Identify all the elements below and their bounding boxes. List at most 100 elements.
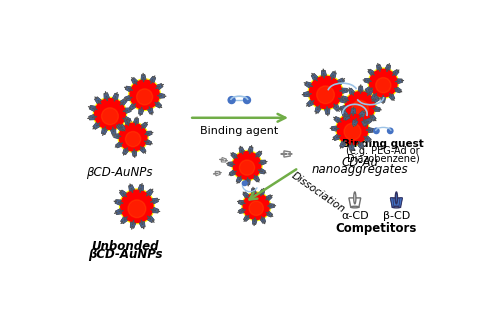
Polygon shape (372, 94, 374, 98)
Polygon shape (144, 124, 148, 129)
Polygon shape (89, 114, 95, 120)
Text: βCD-AuNPs: βCD-AuNPs (86, 166, 152, 179)
Ellipse shape (150, 200, 156, 202)
Ellipse shape (340, 146, 342, 148)
Polygon shape (358, 86, 363, 91)
Polygon shape (112, 93, 116, 98)
Polygon shape (258, 153, 262, 157)
Ellipse shape (237, 181, 238, 183)
Polygon shape (116, 209, 121, 215)
Ellipse shape (338, 108, 342, 109)
Polygon shape (340, 101, 345, 103)
Polygon shape (255, 220, 257, 224)
Ellipse shape (128, 88, 132, 90)
Polygon shape (132, 185, 134, 190)
Polygon shape (160, 93, 164, 95)
Ellipse shape (140, 113, 141, 116)
Polygon shape (230, 170, 234, 174)
Polygon shape (252, 219, 257, 224)
Ellipse shape (143, 226, 144, 229)
Polygon shape (156, 84, 163, 90)
Polygon shape (115, 202, 120, 205)
Polygon shape (389, 96, 392, 100)
Ellipse shape (334, 71, 336, 74)
Ellipse shape (120, 127, 124, 130)
Ellipse shape (106, 96, 108, 101)
Ellipse shape (132, 220, 134, 225)
Polygon shape (393, 70, 398, 73)
Circle shape (242, 192, 270, 221)
Polygon shape (222, 158, 226, 162)
Polygon shape (368, 71, 372, 75)
Polygon shape (124, 120, 130, 122)
Polygon shape (248, 146, 253, 152)
Circle shape (232, 150, 262, 181)
Polygon shape (333, 104, 340, 111)
Ellipse shape (368, 92, 370, 96)
Polygon shape (351, 108, 356, 113)
Ellipse shape (338, 109, 340, 112)
Circle shape (368, 68, 398, 98)
Polygon shape (379, 64, 382, 69)
Polygon shape (340, 141, 346, 148)
Circle shape (94, 98, 126, 129)
Ellipse shape (88, 118, 91, 119)
Polygon shape (256, 151, 262, 157)
Polygon shape (399, 198, 402, 207)
Ellipse shape (344, 118, 346, 120)
Circle shape (129, 79, 160, 111)
Ellipse shape (332, 138, 336, 140)
Polygon shape (94, 97, 102, 104)
Polygon shape (354, 109, 356, 113)
Polygon shape (261, 168, 266, 172)
Polygon shape (238, 200, 244, 205)
Polygon shape (143, 147, 146, 152)
Polygon shape (342, 91, 347, 93)
Polygon shape (314, 74, 318, 78)
Ellipse shape (124, 99, 127, 101)
Ellipse shape (98, 100, 101, 104)
Polygon shape (324, 109, 330, 114)
Ellipse shape (264, 172, 266, 173)
Ellipse shape (240, 146, 241, 149)
Polygon shape (146, 143, 150, 145)
Polygon shape (90, 108, 94, 111)
Ellipse shape (128, 97, 132, 99)
Polygon shape (344, 110, 347, 114)
Polygon shape (304, 92, 309, 96)
Polygon shape (344, 114, 347, 118)
Ellipse shape (158, 95, 162, 96)
Polygon shape (116, 127, 120, 130)
Ellipse shape (336, 135, 340, 138)
Polygon shape (125, 99, 130, 100)
Polygon shape (355, 121, 358, 126)
Polygon shape (230, 170, 235, 176)
Polygon shape (256, 176, 260, 181)
Polygon shape (156, 84, 162, 86)
Polygon shape (122, 220, 128, 224)
Ellipse shape (251, 146, 252, 148)
Ellipse shape (365, 124, 366, 127)
Ellipse shape (232, 171, 236, 173)
Polygon shape (364, 78, 370, 79)
Text: Binding agent: Binding agent (200, 126, 278, 136)
Polygon shape (104, 94, 106, 99)
Ellipse shape (273, 205, 276, 206)
Polygon shape (112, 93, 118, 100)
Circle shape (130, 80, 159, 109)
Polygon shape (238, 179, 242, 183)
Ellipse shape (314, 77, 318, 81)
Polygon shape (116, 142, 120, 146)
Polygon shape (322, 70, 326, 76)
Ellipse shape (122, 193, 126, 197)
Polygon shape (346, 117, 350, 120)
Polygon shape (89, 114, 94, 117)
Ellipse shape (338, 98, 343, 100)
Ellipse shape (353, 107, 354, 110)
Polygon shape (244, 215, 246, 220)
Polygon shape (374, 106, 380, 111)
Polygon shape (148, 216, 154, 222)
Polygon shape (146, 189, 151, 193)
Polygon shape (137, 118, 138, 123)
Ellipse shape (360, 114, 362, 118)
